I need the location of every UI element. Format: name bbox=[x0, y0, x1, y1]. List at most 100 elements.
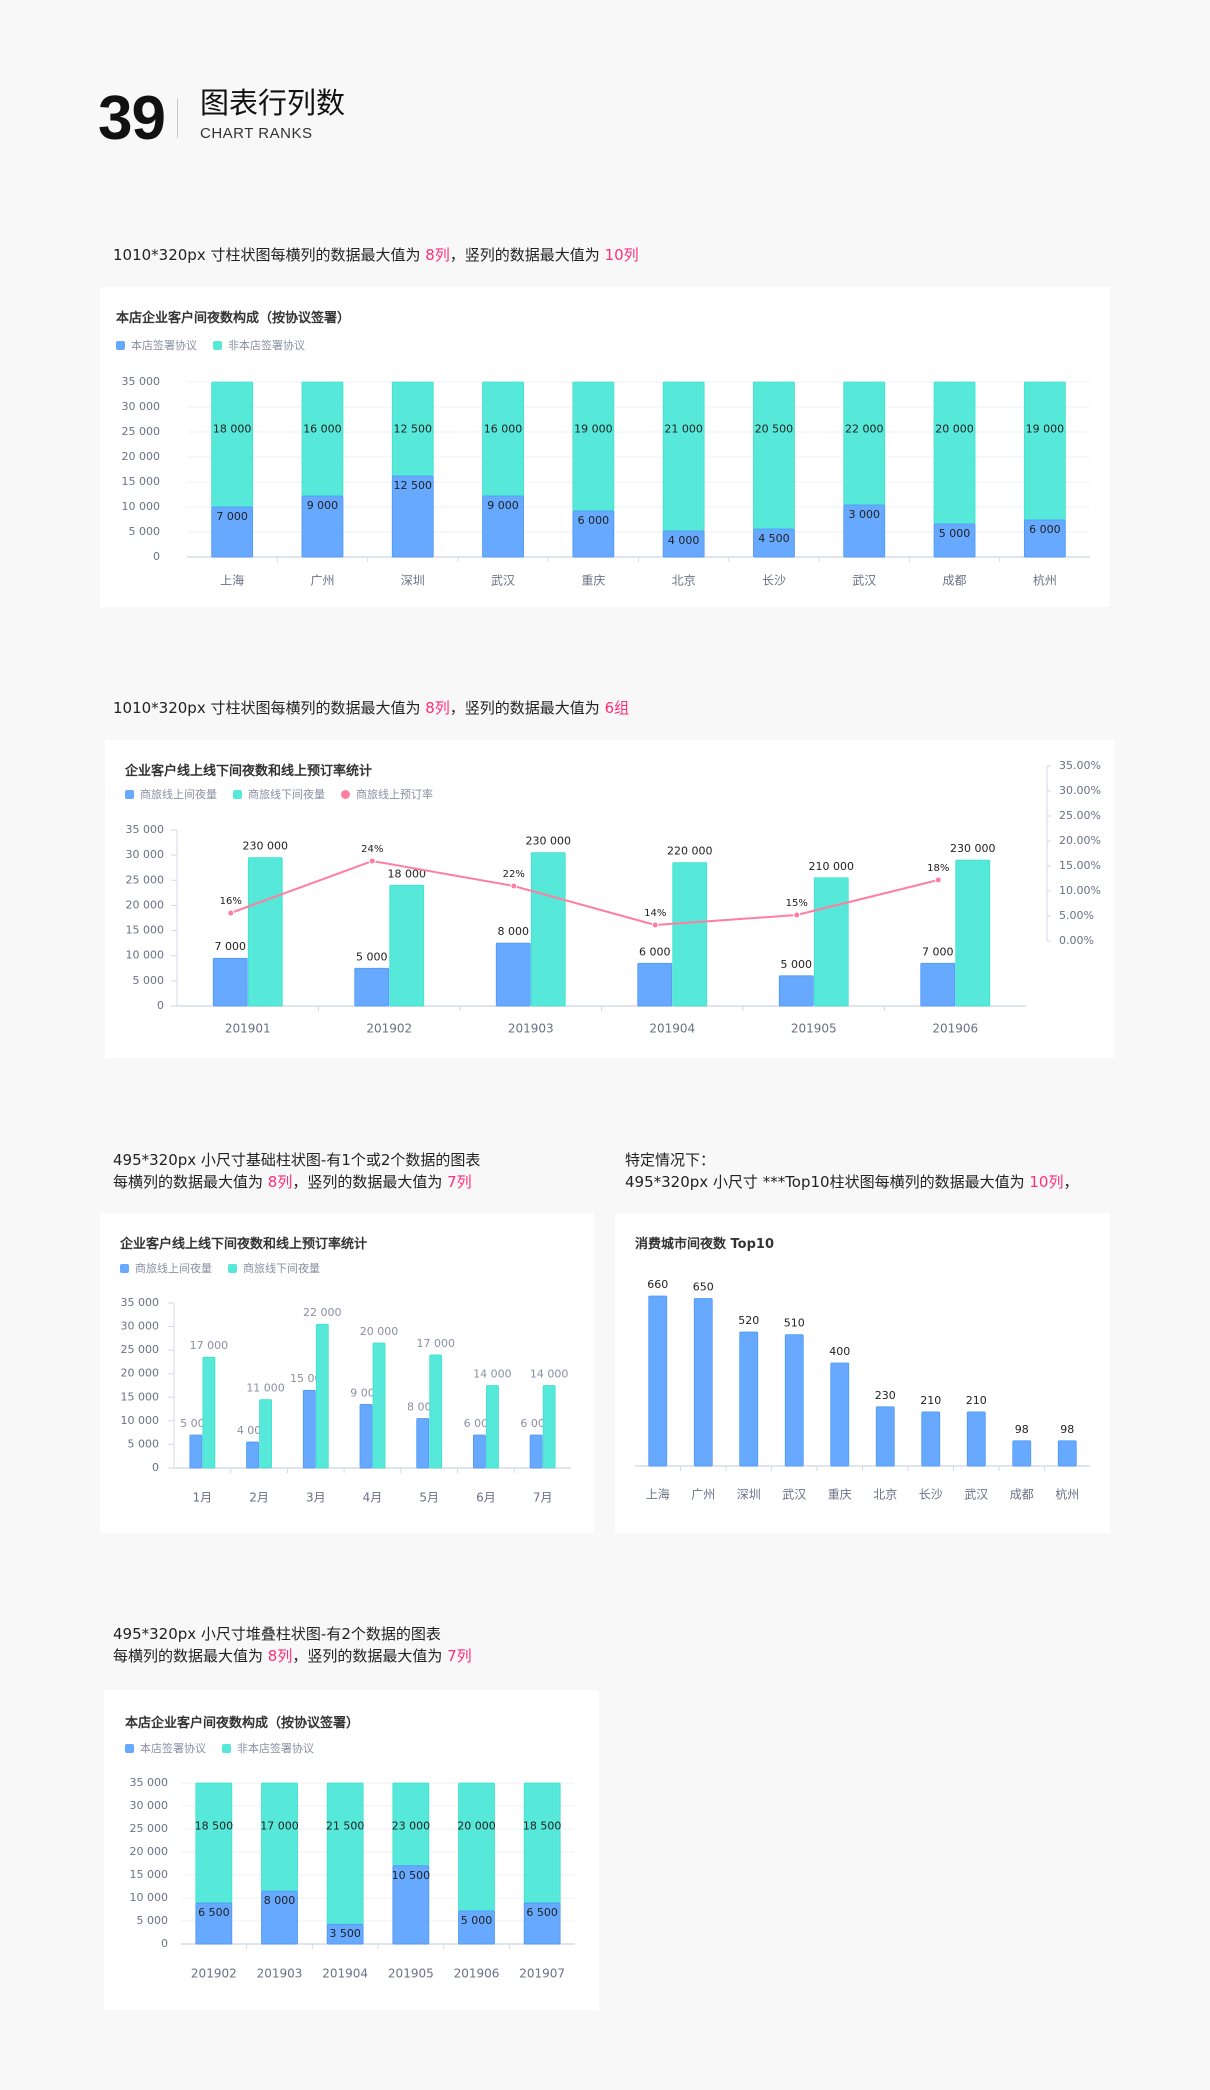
bar-segment-green[interactable] bbox=[301, 381, 344, 497]
bar-segment-blue[interactable] bbox=[753, 528, 795, 558]
bar-segment-green[interactable] bbox=[933, 381, 976, 525]
bar-blue[interactable] bbox=[920, 962, 956, 1007]
legend-item[interactable]: 商旅线上预订率 bbox=[341, 786, 433, 802]
bar-segment-blue[interactable] bbox=[301, 495, 344, 558]
bar-segment-blue[interactable] bbox=[1023, 519, 1066, 558]
y-tick-label: 15 000 bbox=[126, 924, 165, 937]
bar-blue[interactable] bbox=[778, 975, 814, 1007]
data-label: 18 500 bbox=[195, 1820, 234, 1833]
chart-plot: 0 5 000 10 000 15 000 20 000 25 000 30 000 35 0… bbox=[121, 1296, 571, 1505]
bar-blue[interactable] bbox=[212, 957, 248, 1007]
bar-segment-green[interactable] bbox=[458, 1782, 495, 1912]
legend-item[interactable]: 非本店签署协议 bbox=[222, 1740, 314, 1756]
rate-point[interactable] bbox=[651, 921, 659, 929]
bar-blue[interactable] bbox=[1012, 1440, 1032, 1467]
bar-blue[interactable] bbox=[1057, 1440, 1077, 1467]
x-category-label: 杭州 bbox=[1055, 1487, 1079, 1502]
bar-green[interactable] bbox=[813, 877, 849, 1007]
bar-blue[interactable] bbox=[189, 1434, 203, 1469]
bar-blue[interactable] bbox=[966, 1411, 986, 1467]
y-tick-label: 5 000 bbox=[133, 974, 165, 987]
bar-green[interactable] bbox=[202, 1356, 216, 1469]
bar-segment-blue[interactable] bbox=[326, 1923, 364, 1945]
bar-blue[interactable] bbox=[495, 942, 531, 1007]
bar-segment-green[interactable] bbox=[753, 381, 795, 530]
bar-blue[interactable] bbox=[246, 1441, 259, 1469]
bar-segment-blue[interactable] bbox=[195, 1902, 233, 1945]
caption-text: 每横列的数据最大值为 bbox=[113, 1647, 268, 1665]
x-category-label: 3月 bbox=[306, 1491, 326, 1505]
data-label: 17 000 bbox=[260, 1820, 299, 1833]
legend-item[interactable]: 商旅线上间夜量 bbox=[120, 1260, 212, 1276]
bar-green[interactable] bbox=[259, 1399, 272, 1469]
bar-green[interactable] bbox=[372, 1342, 386, 1469]
rate-point[interactable] bbox=[934, 876, 942, 884]
rate-point[interactable] bbox=[368, 857, 376, 865]
bar-segment-blue[interactable] bbox=[392, 1865, 430, 1945]
bar-blue[interactable] bbox=[921, 1411, 941, 1467]
bar-segment-green[interactable] bbox=[195, 1782, 233, 1904]
bar-blue[interactable] bbox=[739, 1331, 759, 1467]
legend-item[interactable]: 商旅线上间夜量 bbox=[125, 786, 217, 802]
legend-item[interactable]: 本店签署协议 bbox=[116, 337, 197, 353]
bar-blue[interactable] bbox=[302, 1389, 316, 1469]
bar-green[interactable] bbox=[542, 1385, 556, 1469]
legend-item[interactable]: 商旅线下间夜量 bbox=[233, 786, 325, 802]
bar-green[interactable] bbox=[530, 852, 566, 1007]
bar-segment-green[interactable] bbox=[482, 381, 524, 497]
legend-swatch bbox=[233, 789, 242, 799]
y-tick-label: 25 000 bbox=[130, 1822, 169, 1835]
bar-green[interactable] bbox=[955, 859, 991, 1007]
y-tick-label: 15 000 bbox=[122, 475, 161, 488]
bar-green[interactable] bbox=[247, 857, 283, 1007]
bar-segment-blue[interactable] bbox=[211, 506, 254, 558]
legend-item[interactable]: 商旅线下间夜量 bbox=[228, 1260, 320, 1276]
bar-segment-green[interactable] bbox=[523, 1782, 561, 1904]
bar-green[interactable] bbox=[429, 1354, 443, 1469]
bar-segment-blue[interactable] bbox=[572, 510, 615, 558]
bar-green[interactable] bbox=[315, 1323, 329, 1469]
bar-segment-green[interactable] bbox=[326, 1782, 364, 1925]
bar-segment-green[interactable] bbox=[662, 381, 705, 532]
bar-segment-blue[interactable] bbox=[391, 475, 434, 558]
bar-blue[interactable] bbox=[830, 1362, 850, 1467]
bar-segment-green[interactable] bbox=[843, 381, 886, 506]
rate-point[interactable] bbox=[227, 909, 235, 917]
x-category-label: 武汉 bbox=[782, 1488, 806, 1502]
bar-segment-blue[interactable] bbox=[261, 1890, 298, 1945]
bar-blue[interactable] bbox=[354, 967, 390, 1007]
bar-segment-blue[interactable] bbox=[523, 1902, 561, 1945]
legend-swatch bbox=[228, 1263, 237, 1273]
legend-item[interactable]: 本店签署协议 bbox=[125, 1740, 206, 1756]
rate-point[interactable] bbox=[793, 911, 801, 919]
bar-segment-blue[interactable] bbox=[933, 523, 976, 558]
legend-label: 本店签署协议 bbox=[140, 1742, 206, 1755]
bar-segment-green[interactable] bbox=[261, 1782, 298, 1892]
bar-segment-blue[interactable] bbox=[458, 1910, 495, 1945]
bar-segment-blue[interactable] bbox=[843, 504, 886, 558]
bar-segment-green[interactable] bbox=[1023, 381, 1066, 521]
bar-blue[interactable] bbox=[359, 1403, 373, 1469]
bar-blue[interactable] bbox=[416, 1418, 430, 1469]
bar-green[interactable] bbox=[486, 1385, 499, 1469]
bar-blue[interactable] bbox=[875, 1406, 895, 1467]
bar-blue[interactable] bbox=[648, 1295, 668, 1467]
bar-blue[interactable] bbox=[637, 962, 673, 1007]
bar-segment-blue[interactable] bbox=[482, 495, 524, 558]
chart-card-stacked-large: 本店企业客户间夜数构成（按协议签署） 本店签署协议 非本店签署协议 0 5 000 10 … bbox=[100, 287, 1110, 607]
data-label: 3 000 bbox=[849, 508, 881, 521]
bar-blue[interactable] bbox=[473, 1434, 486, 1469]
rate-point[interactable] bbox=[510, 882, 518, 890]
bar-blue[interactable] bbox=[529, 1434, 543, 1469]
legend-item[interactable]: 非本店签署协议 bbox=[213, 337, 305, 353]
bar-green[interactable] bbox=[389, 884, 425, 1007]
bar-blue[interactable] bbox=[693, 1298, 713, 1467]
bar-green[interactable] bbox=[672, 862, 708, 1007]
x-category-label: 2月 bbox=[249, 1491, 269, 1505]
right-y-tick-label: 20.00% bbox=[1059, 834, 1101, 847]
bar-segment-green[interactable] bbox=[572, 381, 615, 512]
data-label: 7 000 bbox=[922, 945, 954, 958]
bar-segment-blue[interactable] bbox=[662, 530, 705, 558]
bar-blue[interactable] bbox=[784, 1334, 804, 1467]
bar-segment-green[interactable] bbox=[211, 381, 254, 508]
